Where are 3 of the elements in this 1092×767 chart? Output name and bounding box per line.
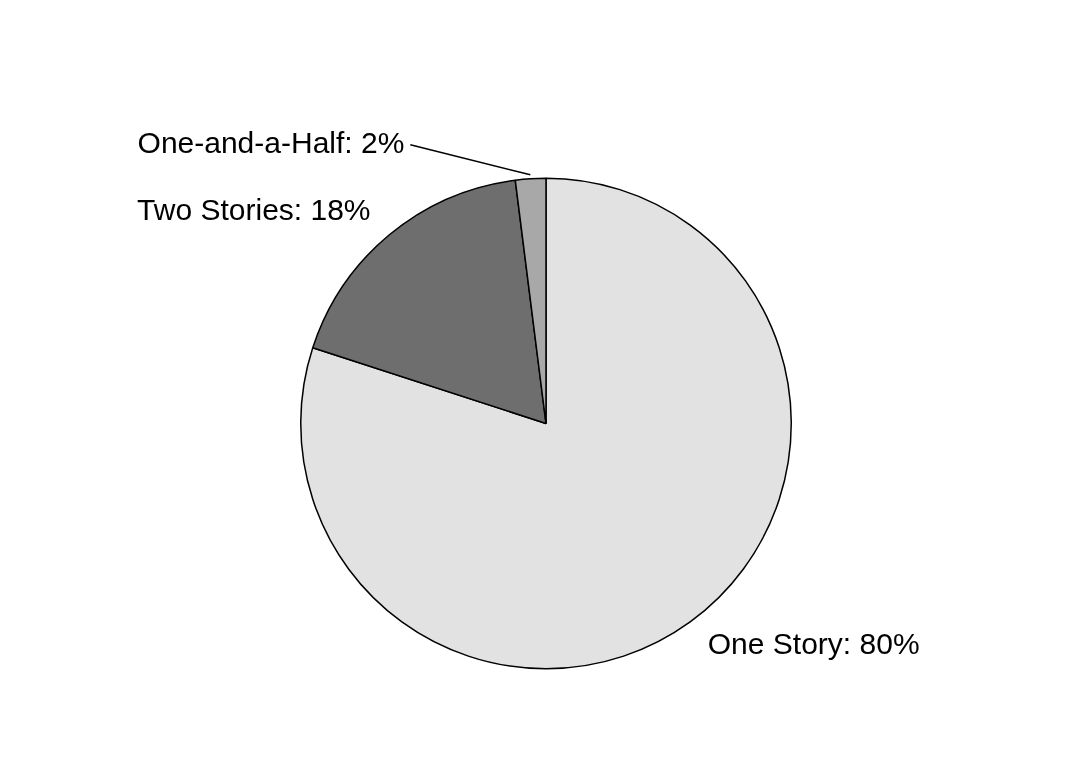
slice-label: One Story: 80% bbox=[707, 627, 920, 661]
slice-label: One-and-a-Half: 2% bbox=[137, 126, 405, 160]
slice-label: Two Stories: 18% bbox=[137, 192, 371, 226]
